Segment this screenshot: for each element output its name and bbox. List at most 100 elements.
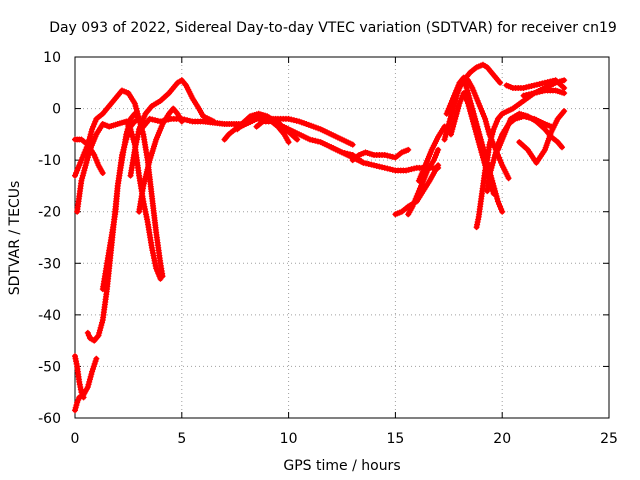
data-point <box>184 117 191 124</box>
data-point <box>539 88 546 95</box>
data-point <box>365 161 372 168</box>
series-trace-13 <box>253 118 292 146</box>
data-point <box>523 92 530 99</box>
series-trace-25 <box>494 110 566 153</box>
axis-ticks: 0 5 10 15 20 25 -60 -50 -40 -30 -20 -10 0 10 <box>38 50 618 447</box>
data-point <box>528 83 535 90</box>
data-point <box>523 84 530 91</box>
x-tick-label: 20 <box>493 431 511 447</box>
data-point <box>93 355 100 362</box>
data-point <box>405 166 412 173</box>
data-point <box>561 108 568 115</box>
data-point <box>531 90 538 97</box>
data-point <box>389 153 396 160</box>
data-point <box>411 165 418 172</box>
series-trace-5 <box>72 355 100 414</box>
data-point <box>539 80 546 87</box>
chart-title: Day 093 of 2022, Sidereal Day-to-day VTE… <box>49 20 617 36</box>
x-tick-label: 0 <box>71 431 80 447</box>
data-point <box>285 115 292 122</box>
series-trace-1 <box>72 87 356 179</box>
data-point <box>561 90 568 97</box>
data-point <box>435 146 442 153</box>
data-point <box>360 159 367 166</box>
data-point <box>520 84 527 91</box>
data-point <box>363 160 370 167</box>
series-trace-18 <box>415 123 448 184</box>
data-point <box>559 144 566 151</box>
y-tick-label: -50 <box>38 359 61 375</box>
data-point <box>290 117 297 124</box>
x-axis-label: GPS time / hours <box>283 458 400 474</box>
data-point <box>373 162 380 169</box>
data-point <box>497 79 504 86</box>
data-point <box>541 79 548 86</box>
x-tick-label: 25 <box>600 431 618 447</box>
series-trace-7 <box>99 110 166 293</box>
data-series <box>72 61 568 414</box>
data-point <box>490 190 497 197</box>
data-point <box>549 77 556 84</box>
data-point <box>371 162 378 169</box>
plot-frame <box>74 56 610 419</box>
data-point <box>384 152 391 159</box>
x-tick-label: 10 <box>280 431 298 447</box>
data-point <box>544 79 551 86</box>
data-point <box>387 153 394 160</box>
data-point <box>408 166 415 173</box>
y-tick-label: -20 <box>38 205 61 221</box>
data-point <box>381 164 388 171</box>
data-point <box>384 165 391 172</box>
data-point <box>536 88 543 95</box>
data-point <box>561 77 568 84</box>
data-point <box>309 137 316 144</box>
y-axis-label: SDTVAR / TECUs <box>7 181 23 296</box>
data-point <box>154 117 161 124</box>
data-point <box>152 117 159 124</box>
x-tick-label: 5 <box>177 431 186 447</box>
data-point <box>376 163 383 170</box>
data-point <box>520 92 527 99</box>
data-point <box>285 139 292 146</box>
y-tick-label: 10 <box>43 50 61 66</box>
data-point <box>387 166 394 173</box>
data-point <box>306 136 313 143</box>
series-trace-26 <box>503 77 568 91</box>
data-point <box>149 116 156 123</box>
data-point <box>210 118 217 125</box>
data-point <box>294 136 301 143</box>
data-point <box>528 90 535 97</box>
data-point <box>533 89 540 96</box>
data-point <box>536 81 543 88</box>
series-trace-16 <box>392 162 442 218</box>
series-trace-28 <box>516 108 568 166</box>
x-tick-label: 15 <box>386 431 404 447</box>
data-point <box>186 117 193 124</box>
y-tick-label: -60 <box>38 411 61 427</box>
data-point <box>99 170 106 177</box>
data-point <box>379 164 386 171</box>
series-trace-27 <box>520 87 568 99</box>
data-point <box>146 115 153 122</box>
data-point <box>314 138 321 145</box>
y-tick-label: -30 <box>38 256 61 272</box>
data-point <box>403 167 410 174</box>
data-point <box>561 84 568 91</box>
data-point <box>525 91 532 98</box>
series-trace-15 <box>349 146 412 164</box>
data-point <box>435 162 442 169</box>
data-point <box>547 78 554 85</box>
series-trace-9 <box>136 105 185 215</box>
y-tick-label: 0 <box>52 102 61 118</box>
data-point <box>178 118 185 125</box>
y-tick-label: -40 <box>38 308 61 324</box>
data-point <box>505 175 512 182</box>
data-point <box>293 117 300 124</box>
data-point <box>389 166 396 173</box>
data-point <box>312 137 319 144</box>
series-trace-17 <box>405 146 442 218</box>
data-point <box>533 81 540 88</box>
data-point <box>525 83 532 90</box>
